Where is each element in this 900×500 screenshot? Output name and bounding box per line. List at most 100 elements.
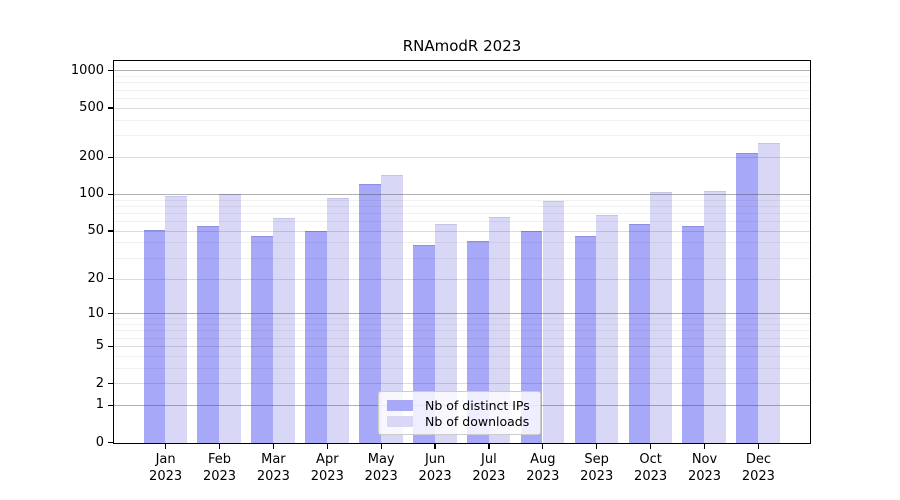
bar-downloads-oct: [650, 192, 673, 444]
bar-downloads-dec: [758, 142, 780, 444]
y-tick-label-100: 100: [79, 186, 104, 202]
y-tick-mark-2: [108, 382, 113, 385]
legend-entry-downloads: Nb of downloads: [387, 413, 530, 429]
y-tick-mark-10: [108, 312, 113, 315]
gridline-50: [114, 230, 810, 232]
legend-swatch-distinct-ips: [387, 399, 413, 411]
gridline-800: [114, 82, 810, 84]
x-tick-mark-mar: [272, 444, 274, 449]
y-tick-label-10: 10: [87, 305, 104, 321]
x-tick-label-mar: Mar 2023: [256, 452, 290, 484]
x-tick-mark-jan: [165, 444, 167, 449]
y-tick-mark-100: [108, 193, 113, 195]
y-tick-mark-50: [108, 230, 113, 232]
legend: Nb of distinct IPs Nb of downloads: [378, 391, 541, 435]
gridline-600: [114, 97, 810, 99]
x-tick-mark-dec: [757, 444, 759, 449]
bar-distinct-ips-oct: [628, 223, 651, 444]
bar-distinct-ips-jan: [143, 229, 166, 444]
gridline-100: [114, 193, 810, 195]
gridline-40: [114, 242, 810, 244]
x-tick-mark-aug: [542, 444, 544, 449]
gridline-80: [114, 205, 810, 207]
x-tick-mark-feb: [218, 444, 221, 449]
gridline-8: [114, 324, 810, 326]
gridline-10: [114, 313, 810, 315]
bar-downloads-aug: [542, 200, 565, 444]
x-tick-label-apr: Apr 2023: [310, 452, 344, 484]
gridline-9: [114, 318, 810, 320]
bar-downloads-sep: [596, 215, 619, 444]
bar-distinct-ips-feb: [197, 225, 220, 444]
x-tick-label-aug: Aug 2023: [526, 452, 560, 484]
bar-downloads-mar: [273, 218, 295, 444]
bar-downloads-jan: [165, 195, 188, 444]
y-tick-label-2: 2: [95, 375, 104, 391]
gridline-2: [114, 383, 810, 385]
grid-layer: [114, 61, 810, 443]
legend-label-downloads: Nb of downloads: [425, 413, 530, 429]
bar-downloads-nov: [704, 190, 726, 444]
y-tick-label-50: 50: [87, 223, 104, 238]
x-tick-label-sep: Sep 2023: [580, 452, 614, 484]
y-tick-mark-1000: [108, 70, 113, 72]
legend-label-distinct-ips: Nb of distinct IPs: [425, 397, 530, 413]
bar-distinct-ips-sep: [574, 236, 597, 444]
bar-distinct-ips-mar: [251, 236, 274, 444]
gridline-70: [114, 212, 810, 214]
gridline-90: [114, 199, 810, 201]
chart-title: RNAmodR 2023: [402, 37, 522, 55]
x-tick-label-jun: Jun 2023: [418, 452, 452, 484]
gridline-30: [114, 257, 810, 259]
y-tick-mark-1: [108, 404, 113, 406]
gridline-20: [114, 278, 810, 280]
x-tick-label-nov: Nov 2023: [687, 452, 722, 484]
bar-downloads-jun: [434, 223, 457, 444]
x-tick-mark-nov: [703, 444, 706, 449]
legend-entry-distinct-ips: Nb of distinct IPs: [387, 397, 530, 413]
y-tick-mark-0: [108, 442, 113, 444]
y-tick-mark-5: [108, 345, 113, 347]
y-tick-label-200: 200: [79, 149, 104, 165]
x-tick-label-jan: Jan 2023: [149, 452, 183, 484]
gridline-500: [114, 107, 810, 109]
bar-distinct-ips-apr: [305, 230, 327, 444]
y-tick-mark-20: [108, 278, 113, 280]
y-tick-label-500: 500: [79, 99, 104, 115]
bar-downloads-feb: [219, 193, 241, 444]
x-tick-mark-jul: [488, 444, 490, 449]
gridline-3: [114, 367, 810, 369]
x-tick-mark-jun: [434, 444, 436, 449]
y-tick-mark-200: [108, 156, 113, 158]
bar-distinct-ips-nov: [682, 225, 705, 444]
gridline-4: [114, 355, 810, 357]
bar-downloads-may: [380, 174, 403, 444]
x-tick-mark-apr: [326, 444, 328, 449]
y-tick-label-1000: 1000: [70, 62, 104, 78]
x-tick-mark-may: [380, 444, 382, 449]
gridline-7: [114, 330, 810, 332]
x-tick-label-jul: Jul 2023: [472, 452, 506, 484]
legend-swatch-downloads: [387, 415, 413, 427]
x-tick-label-oct: Oct 2023: [634, 452, 668, 484]
x-tick-label-feb: Feb 2023: [202, 452, 237, 484]
plot-area: [113, 60, 811, 444]
gridline-60: [114, 221, 810, 222]
x-tick-mark-oct: [650, 444, 652, 449]
y-tick-label-20: 20: [87, 270, 104, 286]
x-tick-label-dec: Dec 2023: [741, 452, 775, 484]
gridline-700: [114, 89, 810, 91]
gridline-400: [114, 119, 810, 121]
bar-downloads-jul: [488, 216, 511, 444]
gridline-200: [114, 156, 810, 158]
bar-downloads-apr: [327, 198, 349, 444]
gridline-900: [114, 76, 810, 77]
gridline-5: [114, 345, 810, 347]
bar-distinct-ips-may: [359, 184, 381, 444]
bar-distinct-ips-dec: [736, 153, 759, 444]
y-tick-mark-500: [108, 107, 113, 109]
x-tick-label-may: May 2023: [364, 452, 398, 484]
x-tick-mark-sep: [596, 444, 598, 449]
gridline-6: [114, 337, 810, 339]
